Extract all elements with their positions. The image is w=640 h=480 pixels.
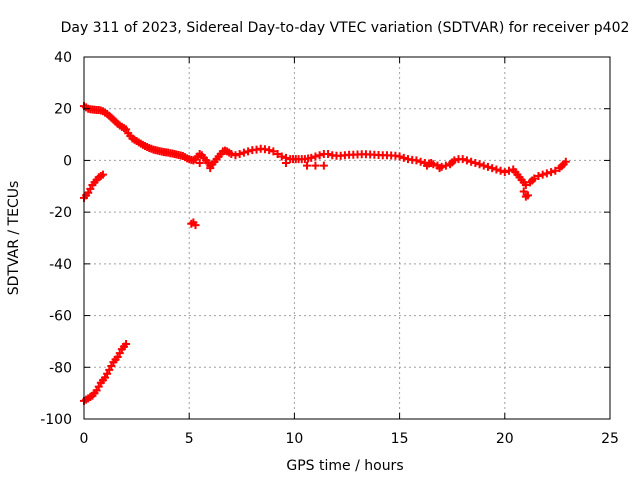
data-point — [277, 152, 286, 161]
data-point — [244, 147, 253, 156]
x-tick-label: 20 — [496, 431, 514, 447]
data-point — [307, 153, 316, 162]
data-point — [534, 171, 543, 180]
data-point — [427, 159, 436, 168]
axis-ticks: 0 5 10 15 20 25 -100 -80 -60 -40 -20 0 20 40 — [40, 50, 619, 447]
data-point — [273, 149, 282, 158]
y-tick-label: 0 — [63, 153, 72, 169]
data-point — [324, 149, 333, 158]
data-point — [412, 156, 421, 165]
data-point — [435, 164, 444, 173]
series-isolated-cluster — [187, 218, 200, 230]
data-point — [122, 340, 131, 349]
data-point — [475, 160, 484, 169]
series-trace-spikes — [195, 159, 532, 201]
data-series — [80, 102, 570, 405]
y-tick-label: -80 — [49, 360, 72, 376]
data-point — [239, 148, 248, 157]
data-point — [561, 157, 570, 166]
data-point — [399, 153, 408, 162]
data-point — [191, 221, 200, 230]
y-axis-label: SDTVAR / TECUs — [6, 181, 22, 296]
data-point — [496, 166, 505, 175]
x-tick-label: 5 — [185, 431, 194, 447]
data-point — [521, 192, 530, 201]
data-point — [319, 161, 328, 170]
data-point — [500, 168, 509, 177]
data-point — [311, 152, 320, 161]
data-point — [269, 147, 278, 156]
series-low-segment — [80, 340, 131, 405]
data-point — [521, 180, 530, 189]
data-point — [235, 149, 244, 158]
grid-lines — [84, 57, 610, 419]
data-point — [538, 170, 547, 179]
data-point — [542, 169, 551, 178]
data-point — [547, 168, 556, 177]
data-point — [483, 162, 492, 171]
data-point — [227, 149, 236, 158]
y-tick-label: -20 — [49, 205, 72, 221]
data-point — [395, 152, 404, 161]
data-point — [281, 159, 290, 168]
data-point — [450, 156, 459, 165]
y-tick-label: 20 — [54, 102, 72, 118]
x-tick-label: 15 — [391, 431, 409, 447]
y-tick-label: -40 — [49, 257, 72, 273]
data-point — [441, 161, 450, 170]
data-point — [519, 187, 528, 196]
data-point — [492, 165, 501, 174]
data-point — [551, 166, 560, 175]
data-point — [195, 159, 204, 168]
plot-frame — [83, 56, 611, 420]
y-tick-label: -100 — [40, 412, 72, 428]
x-tick-label: 10 — [285, 431, 303, 447]
data-point — [471, 159, 480, 168]
data-point — [462, 156, 471, 165]
y-tick-label: -60 — [49, 309, 72, 325]
data-point — [488, 164, 497, 173]
x-tick-label: 25 — [601, 431, 619, 447]
data-point — [265, 146, 274, 155]
x-tick-label: 0 — [80, 431, 89, 447]
data-point — [530, 174, 539, 183]
data-point — [422, 161, 431, 170]
data-point — [231, 151, 240, 160]
data-point — [206, 164, 215, 173]
data-point — [311, 161, 320, 170]
data-point — [505, 166, 514, 175]
data-point — [479, 161, 488, 170]
chart-title: Day 311 of 2023, Sidereal Day-to-day VTE… — [61, 20, 630, 36]
series-main-trace — [80, 102, 570, 189]
data-point — [315, 151, 324, 160]
data-point — [303, 161, 312, 170]
data-point — [416, 157, 425, 166]
x-axis-label: GPS time / hours — [286, 458, 403, 474]
y-tick-label: 40 — [54, 50, 72, 66]
data-point — [458, 155, 467, 164]
data-point — [467, 157, 476, 166]
data-point — [98, 170, 107, 179]
